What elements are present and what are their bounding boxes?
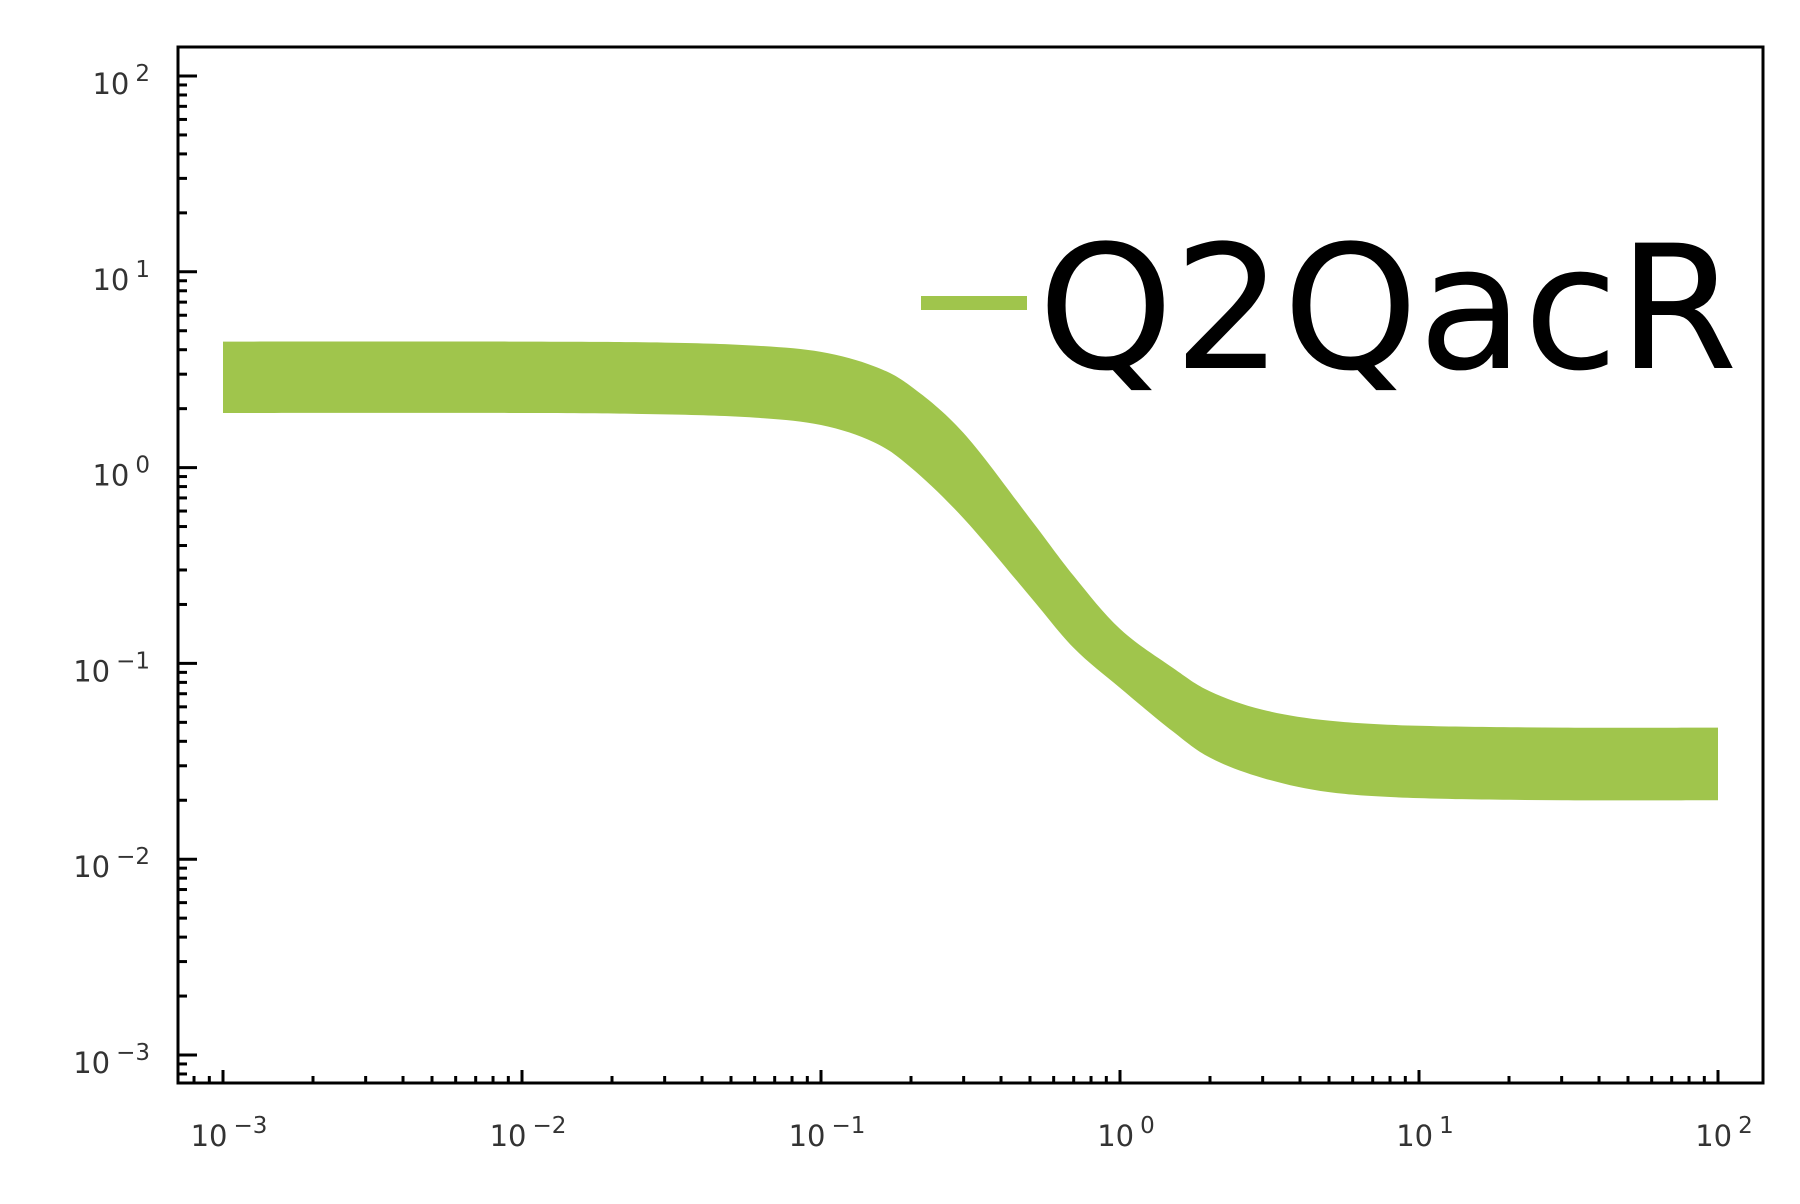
series-band-layer bbox=[223, 341, 1718, 801]
plot-frame bbox=[176, 45, 1765, 1085]
y-tick-label-exp: −1 bbox=[116, 648, 150, 674]
y-tick-label-base: 10 bbox=[73, 1046, 110, 1080]
x-tick-label-base: 10 bbox=[490, 1119, 527, 1153]
x-tick-label-exp: −1 bbox=[832, 1113, 866, 1139]
y-tick-label: 10 −2 bbox=[73, 844, 150, 884]
x-tick-label-base: 10 bbox=[789, 1119, 826, 1153]
x-tick-label: 10 1 bbox=[1396, 1113, 1454, 1153]
x-tick-label: 10 −3 bbox=[191, 1113, 268, 1153]
x-tick-label-exp: −3 bbox=[234, 1113, 268, 1139]
y-tick-label-exp: 0 bbox=[135, 453, 150, 479]
x-tick-label-exp: 0 bbox=[1140, 1113, 1155, 1139]
x-tick-label-base: 10 bbox=[1097, 1119, 1134, 1153]
x-tick-label-base: 10 bbox=[191, 1119, 228, 1153]
x-tick-label: 10 2 bbox=[1695, 1113, 1753, 1153]
y-tick-label-exp: −2 bbox=[116, 844, 150, 870]
y-tick-label-exp: −3 bbox=[116, 1040, 150, 1066]
legend-swatch bbox=[921, 296, 1027, 310]
y-tick-label-base: 10 bbox=[73, 850, 110, 884]
x-tick-label-exp: −2 bbox=[533, 1113, 567, 1139]
x-tick-label: 10 −2 bbox=[490, 1113, 567, 1153]
y-axis-ticks bbox=[178, 74, 197, 1076]
series-band-0 bbox=[223, 341, 1718, 801]
x-tick-label: 10 −1 bbox=[789, 1113, 866, 1153]
y-tick-label: 10 −3 bbox=[73, 1040, 150, 1080]
x-tick-label-exp: 1 bbox=[1439, 1113, 1454, 1139]
x-tick-label-base: 10 bbox=[1695, 1119, 1732, 1153]
x-axis-tick-labels: 10 −3 10 −2 10 −1 10 0 10 1 10 2 bbox=[191, 1113, 1753, 1153]
x-tick-label: 10 0 bbox=[1097, 1113, 1155, 1153]
y-tick-label-base: 10 bbox=[92, 459, 129, 493]
y-tick-label: 10 2 bbox=[92, 61, 150, 101]
y-tick-label: 10 0 bbox=[92, 453, 150, 493]
y-tick-label-base: 10 bbox=[92, 263, 129, 297]
y-tick-label: 10 −1 bbox=[73, 648, 150, 688]
x-axis-ticks bbox=[192, 1070, 1720, 1083]
y-tick-label: 10 1 bbox=[92, 257, 150, 297]
legend-label: Q2QacR bbox=[1038, 208, 1738, 409]
x-tick-label-exp: 2 bbox=[1738, 1113, 1753, 1139]
legend: Q2QacR bbox=[921, 208, 1738, 409]
y-tick-label-exp: 2 bbox=[135, 61, 150, 87]
x-tick-label-base: 10 bbox=[1396, 1119, 1433, 1153]
y-tick-label-base: 10 bbox=[92, 67, 129, 101]
y-tick-label-exp: 1 bbox=[135, 257, 150, 283]
y-tick-label-base: 10 bbox=[73, 654, 110, 688]
